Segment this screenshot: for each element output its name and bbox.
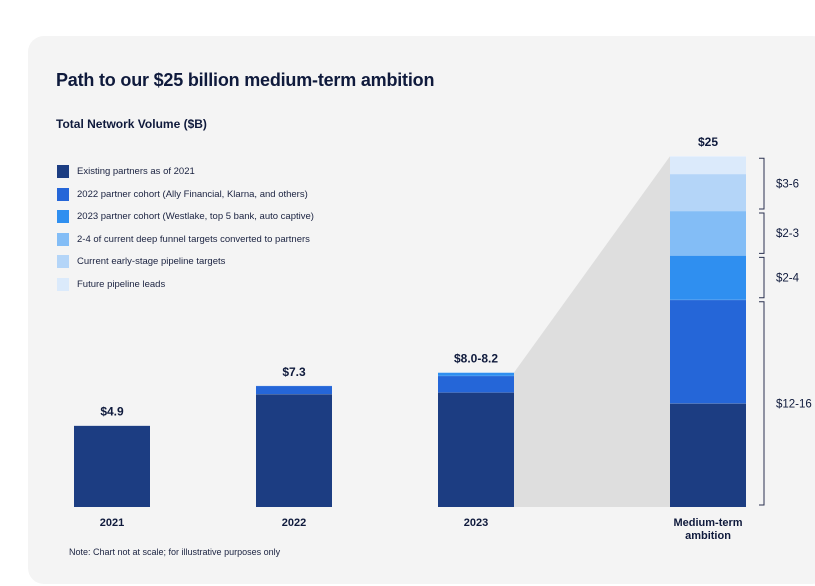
funnel-shading: [514, 156, 670, 508]
legend-swatch: [57, 187, 69, 201]
legend-label: Future pipeline leads: [77, 278, 166, 290]
range-bracket: [759, 301, 765, 506]
legend-label: 2022 partner cohort (Ally Financial, Kla…: [77, 188, 308, 200]
total-label: $8.0-8.2: [454, 352, 498, 366]
legend-swatch: [57, 255, 69, 268]
bar-segment: [256, 394, 332, 507]
bar-segment: [670, 299, 746, 404]
bar-segment: [670, 211, 746, 256]
bar-segment: [256, 385, 332, 395]
range-label: $3-6: [776, 179, 799, 191]
bar-segment: [670, 255, 746, 300]
legend-swatch: [57, 210, 69, 223]
bar-segment: [670, 403, 746, 507]
chart-title: Path to our $25 billion medium-term ambi…: [56, 70, 435, 90]
chart-note: Note: Chart not at scale; for illustrati…: [69, 547, 281, 557]
range-label: $2-3: [776, 228, 799, 240]
range-bracket: [759, 157, 765, 210]
legend-swatch: [57, 277, 69, 291]
bar-segment: [74, 425, 150, 507]
legend-label: 2-4 of current deep funnel targets conve…: [77, 233, 310, 245]
chart-subtitle: Total Network Volume ($B): [56, 117, 207, 131]
bar-segment: [670, 174, 746, 211]
x-axis-label: 2023: [464, 517, 488, 529]
x-axis-label: 2022: [282, 517, 306, 529]
legend-swatch: [57, 165, 69, 178]
range-bracket: [759, 212, 765, 254]
x-axis-label: 2021: [100, 517, 124, 529]
legend-swatch: [57, 232, 69, 246]
x-axis-label: Medium-term: [673, 517, 742, 529]
legend-label: Existing partners as of 2021: [77, 166, 195, 177]
total-label: $4.9: [100, 405, 124, 419]
bar-segment: [438, 375, 514, 393]
legend-label: 2023 partner cohort (Westlake, top 5 ban…: [77, 211, 314, 222]
bar-segment: [438, 372, 514, 376]
range-label: $2-4: [776, 273, 800, 285]
bar-segment: [438, 392, 514, 507]
total-label: $7.3: [282, 365, 306, 379]
bar-segment: [670, 156, 746, 174]
legend-label: Current early-stage pipeline targets: [77, 256, 226, 267]
x-axis-label: ambition: [685, 530, 731, 542]
range-bracket: [759, 256, 765, 299]
total-label: $25: [698, 135, 718, 149]
range-label: $12-16: [776, 398, 812, 410]
